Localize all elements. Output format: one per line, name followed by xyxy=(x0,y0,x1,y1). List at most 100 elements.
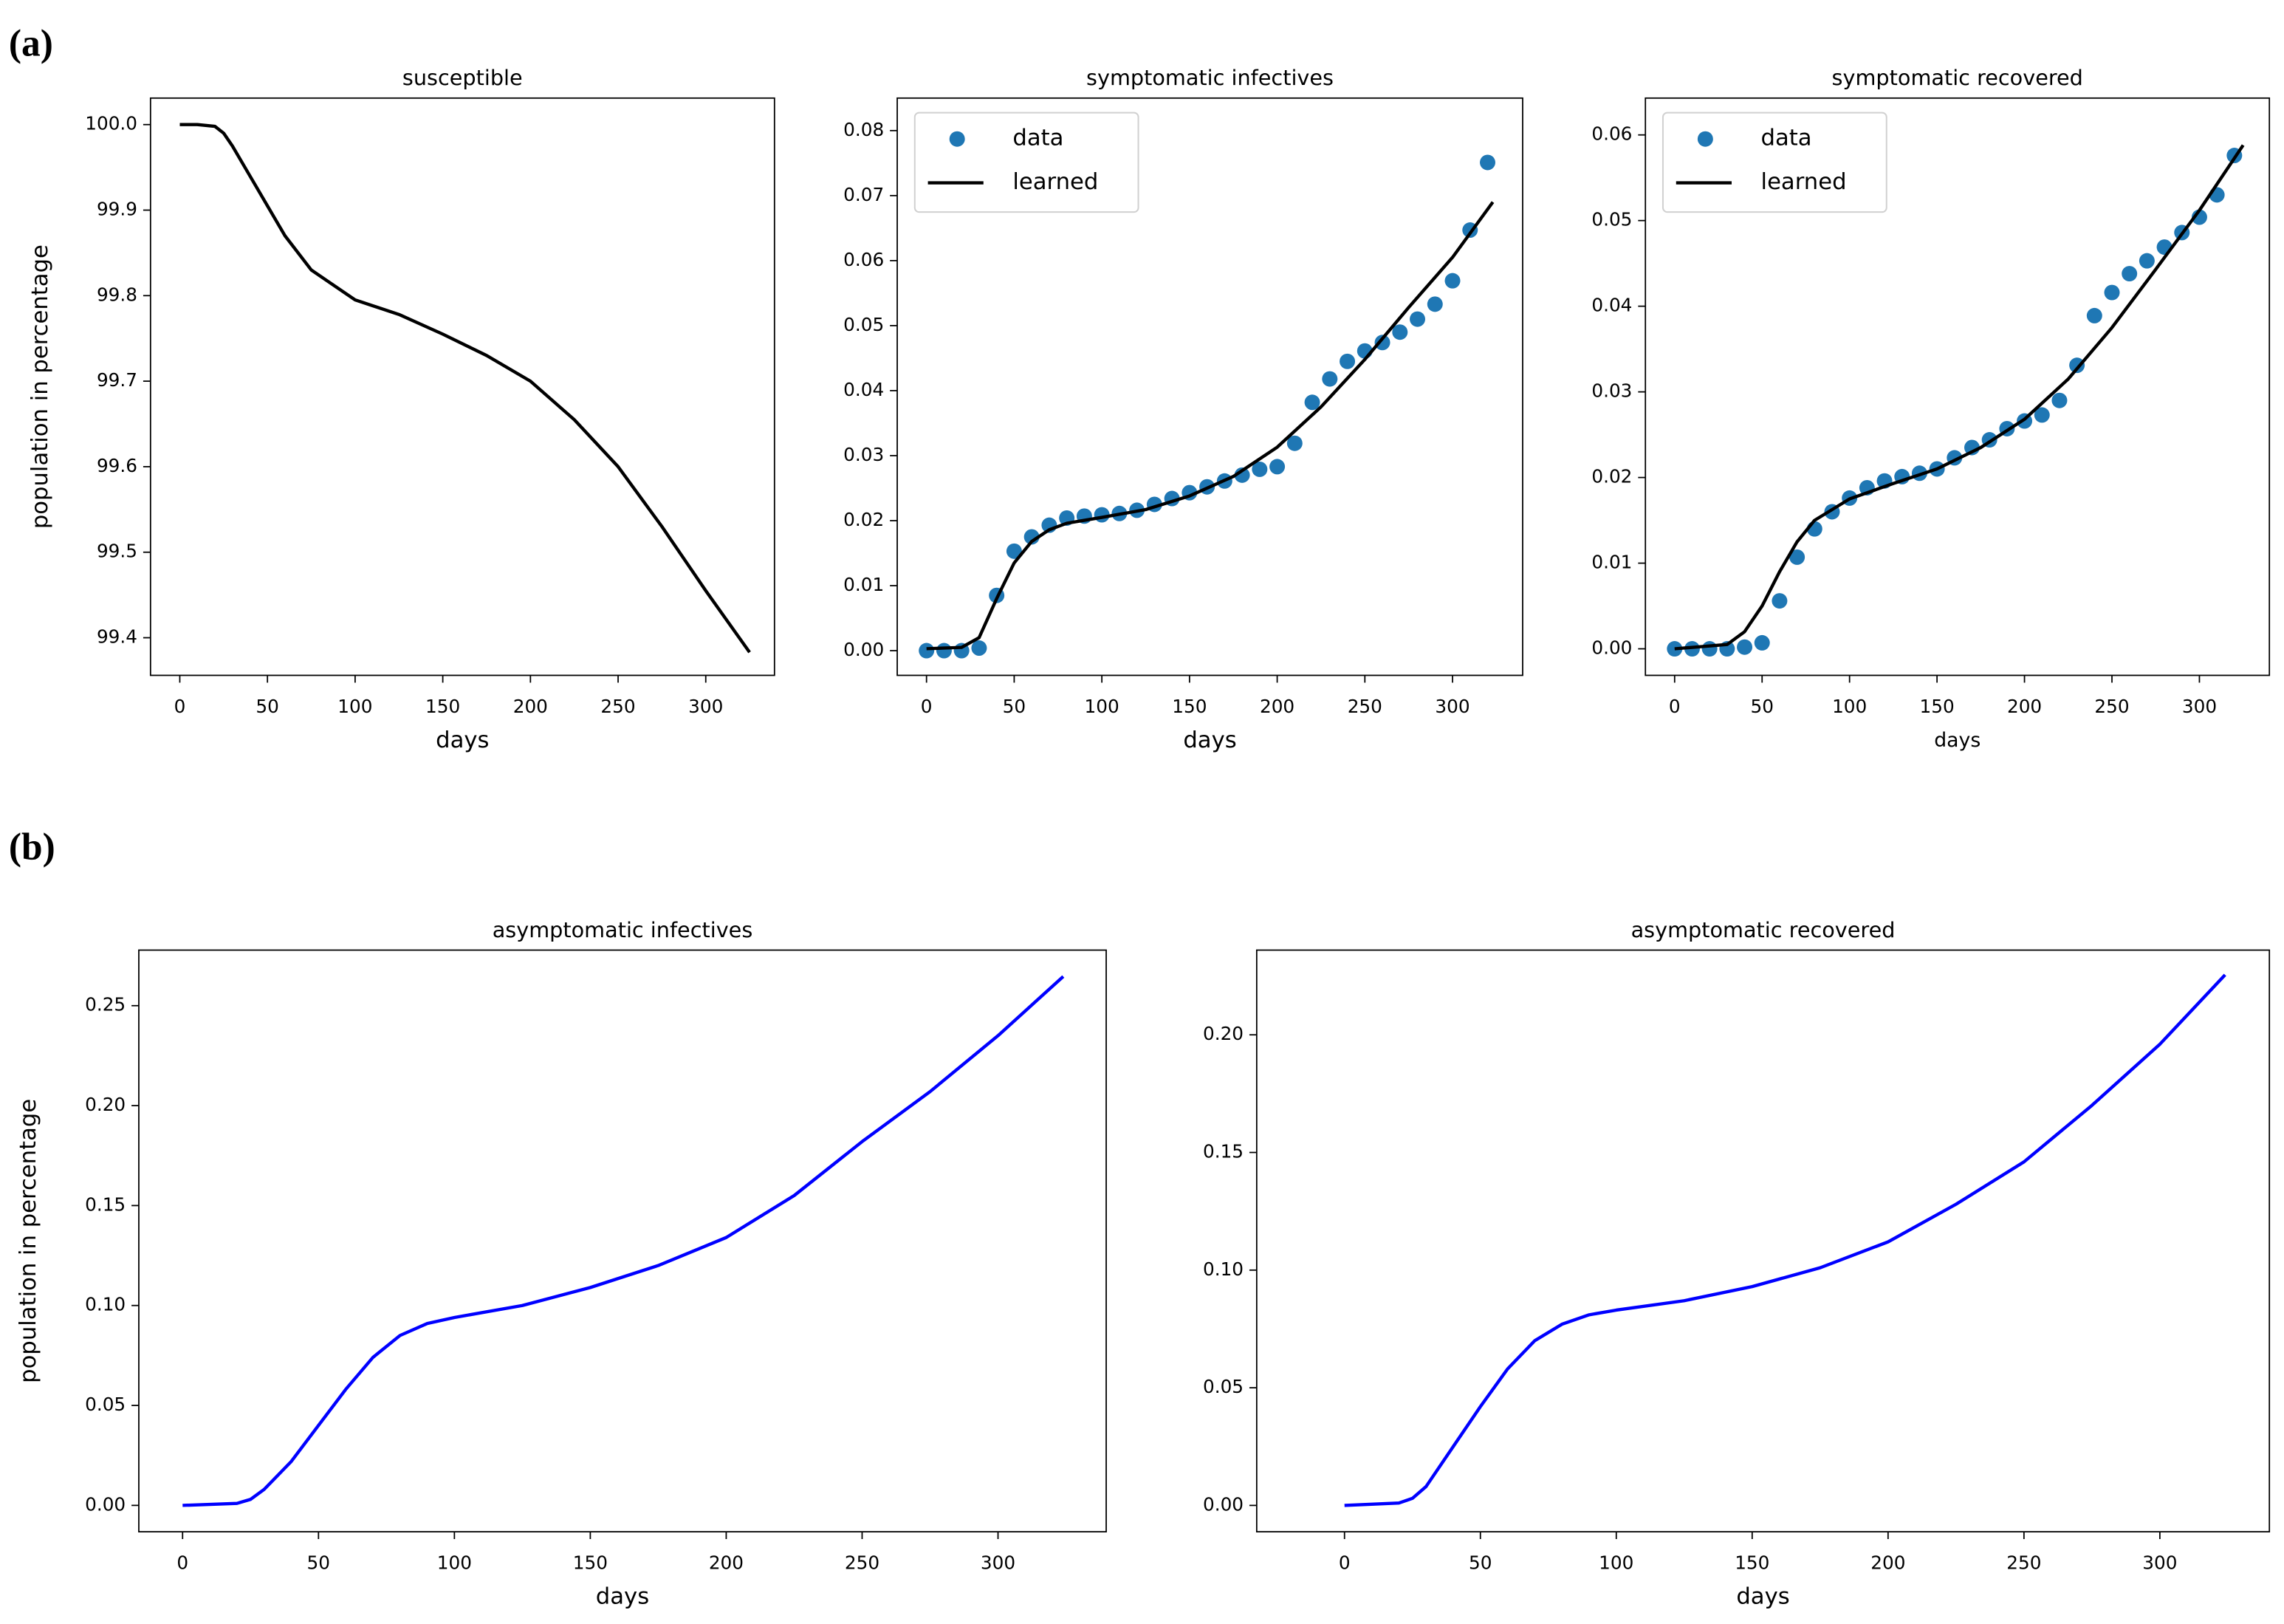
plot-frame xyxy=(1645,97,2271,676)
legend-label: data xyxy=(1761,126,1812,151)
y-tick-label: 0.07 xyxy=(843,184,884,205)
x-tick-label: 150 xyxy=(1172,696,1207,717)
y-axis-label: population in percentage xyxy=(16,1099,41,1383)
data-point xyxy=(2069,357,2085,374)
x-tick-label: 300 xyxy=(688,696,723,717)
y-tick-label: 0.10 xyxy=(85,1294,126,1315)
data-point xyxy=(936,643,952,659)
data-point xyxy=(1754,634,1770,651)
x-tick-label: 100 xyxy=(337,696,372,717)
x-tick-label: 0 xyxy=(1339,1552,1351,1574)
data-point xyxy=(1737,639,1753,655)
x-tick-label: 200 xyxy=(709,1552,744,1574)
x-axis-label: days xyxy=(596,1584,649,1610)
x-tick-label: 50 xyxy=(256,696,278,717)
legend-box xyxy=(1661,112,1887,213)
y-tick-label: 100.0 xyxy=(85,113,137,134)
x-axis-label: days xyxy=(1934,729,1981,752)
x-tick-label: 200 xyxy=(1260,696,1294,717)
x-tick-label: 200 xyxy=(2007,696,2042,717)
y-tick-label: 99.6 xyxy=(97,455,137,476)
y-tick-label: 0.06 xyxy=(843,249,884,270)
data-point xyxy=(1374,335,1390,351)
x-tick-label: 300 xyxy=(1435,696,1469,717)
y-axis-label: population in percentage xyxy=(27,244,53,529)
data-point xyxy=(971,640,987,656)
data-point xyxy=(2104,284,2120,301)
x-tick-label: 150 xyxy=(1735,1552,1769,1574)
y-tick-label: 0.05 xyxy=(1203,1376,1244,1397)
y-tick-label: 99.8 xyxy=(97,284,137,305)
data-point xyxy=(2139,253,2155,269)
y-tick-label: 0.03 xyxy=(843,444,884,465)
series-line xyxy=(1344,973,2226,1507)
x-tick-label: 0 xyxy=(921,696,933,717)
x-tick-label: 100 xyxy=(1832,696,1867,717)
y-tick-label: 0.02 xyxy=(843,509,884,530)
y-tick-label: 99.7 xyxy=(97,369,137,391)
data-point xyxy=(2122,266,2138,282)
y-tick-label: 0.20 xyxy=(1203,1023,1244,1044)
data-point xyxy=(1269,459,1286,475)
data-point xyxy=(1304,394,1320,411)
y-tick-label: 0.08 xyxy=(843,119,884,140)
plot-frame xyxy=(1255,949,2271,1532)
y-tick-label: 0.10 xyxy=(1203,1258,1244,1280)
x-tick-label: 50 xyxy=(1469,1552,1492,1574)
data-point xyxy=(1006,543,1022,559)
y-tick-label: 99.9 xyxy=(97,199,137,220)
series-line xyxy=(926,201,1495,651)
data-point xyxy=(1252,461,1268,477)
y-tick-label: 99.5 xyxy=(97,541,137,562)
x-tick-label: 100 xyxy=(1085,696,1119,717)
data-point xyxy=(2034,407,2050,423)
series-line xyxy=(179,123,751,654)
y-tick-label: 0.03 xyxy=(1591,380,1632,402)
plot-frame xyxy=(896,97,1523,676)
y-tick-label: 0.01 xyxy=(843,574,884,595)
data-point xyxy=(2051,392,2068,408)
y-tick-label: 0.05 xyxy=(1591,209,1632,230)
y-tick-label: 0.00 xyxy=(85,1493,126,1515)
legend-label: learned xyxy=(1761,169,1847,195)
x-tick-label: 300 xyxy=(981,1552,1015,1574)
y-tick-label: 0.01 xyxy=(1591,552,1632,573)
y-tick-label: 0.20 xyxy=(85,1094,126,1115)
data-point xyxy=(1286,435,1303,451)
x-tick-label: 150 xyxy=(425,696,460,717)
x-axis-label: days xyxy=(1736,1584,1789,1610)
y-tick-label: 0.02 xyxy=(1591,466,1632,487)
data-point xyxy=(1427,296,1443,312)
data-point xyxy=(1772,593,1788,609)
chart-title: asymptomatic infectives xyxy=(493,917,753,942)
data-point xyxy=(1410,311,1426,327)
x-tick-label: 250 xyxy=(2094,696,2129,717)
legend-marker xyxy=(949,131,965,147)
x-tick-label: 300 xyxy=(2142,1552,2177,1574)
data-point xyxy=(1789,549,1805,565)
legend-marker xyxy=(1697,131,1713,147)
legend-box xyxy=(913,112,1139,213)
y-tick-label: 0.05 xyxy=(843,314,884,335)
data-point xyxy=(1322,371,1338,387)
x-tick-label: 50 xyxy=(1003,696,1026,717)
x-tick-label: 250 xyxy=(2006,1552,2041,1574)
chart-title: symptomatic infectives xyxy=(1086,65,1334,90)
x-tick-label: 50 xyxy=(307,1552,330,1574)
plot-frame xyxy=(138,949,1107,1532)
y-tick-label: 0.00 xyxy=(1203,1493,1244,1515)
data-point xyxy=(1444,273,1461,289)
y-tick-label: 99.4 xyxy=(97,626,137,648)
data-point xyxy=(2086,307,2102,323)
x-tick-label: 200 xyxy=(513,696,548,717)
series-line xyxy=(182,975,1065,1507)
x-axis-label: days xyxy=(1183,727,1236,753)
y-tick-label: 0.06 xyxy=(1591,123,1632,145)
x-tick-label: 150 xyxy=(573,1552,608,1574)
legend-label: data xyxy=(1012,126,1063,151)
x-tick-label: 0 xyxy=(176,1552,188,1574)
y-tick-label: 0.00 xyxy=(1591,637,1632,659)
data-point xyxy=(1094,507,1110,523)
y-tick-label: 0.00 xyxy=(843,639,884,660)
